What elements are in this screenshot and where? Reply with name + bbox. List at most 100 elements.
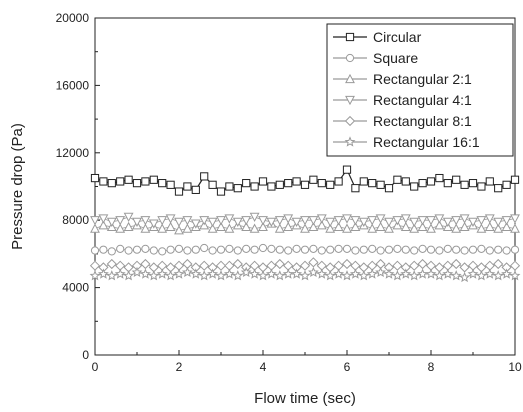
data-point — [124, 246, 133, 255]
data-point — [317, 179, 326, 188]
data-point — [316, 268, 328, 279]
data-point — [97, 268, 109, 279]
data-point — [368, 244, 377, 253]
data-point — [240, 266, 252, 278]
data-point — [284, 246, 293, 255]
data-point — [468, 217, 478, 228]
data-point — [400, 221, 411, 232]
data-point — [148, 219, 159, 229]
data-point — [225, 244, 234, 253]
data-point — [468, 179, 478, 188]
data-point — [326, 245, 335, 254]
data-point — [435, 246, 444, 255]
data-point — [409, 260, 420, 271]
data-point — [452, 245, 461, 254]
data-point — [342, 244, 352, 253]
data-point — [401, 177, 410, 186]
data-point — [393, 175, 402, 184]
legend-label: Rectangular 2:1 — [373, 71, 472, 87]
data-point — [174, 217, 184, 228]
data-point — [242, 244, 251, 253]
data-point — [267, 244, 276, 253]
data-point — [241, 216, 252, 226]
data-point — [98, 214, 109, 224]
data-point — [493, 217, 504, 228]
data-point — [409, 217, 420, 228]
data-point — [307, 266, 319, 278]
data-point — [124, 175, 133, 184]
data-point — [107, 247, 116, 256]
data-point — [274, 216, 285, 226]
data-point — [107, 179, 116, 188]
data-point — [509, 260, 521, 271]
data-point — [200, 243, 209, 253]
legend-box — [326, 23, 514, 157]
x-tick-label: 4 — [260, 360, 267, 374]
data-point — [426, 177, 436, 186]
data-point — [467, 268, 479, 279]
data-point — [351, 246, 360, 255]
data-point — [476, 223, 487, 233]
data-point — [484, 214, 495, 224]
y-tick-label: 4000 — [62, 281, 89, 295]
data-point — [451, 216, 462, 226]
data-point — [116, 244, 125, 253]
data-point — [140, 258, 151, 270]
data-point — [375, 266, 387, 278]
data-point — [90, 246, 100, 255]
series-layer — [89, 165, 521, 283]
data-point — [199, 216, 210, 226]
data-point — [476, 216, 487, 226]
data-point — [174, 225, 184, 235]
data-point — [292, 177, 301, 186]
data-point — [241, 221, 252, 232]
legend-marker — [344, 136, 356, 147]
data-point — [191, 245, 200, 254]
data-point — [90, 216, 100, 226]
data-point — [99, 245, 108, 254]
data-point — [493, 258, 504, 270]
data-point — [266, 217, 277, 228]
x-tick-label: 10 — [508, 360, 522, 374]
data-point — [502, 180, 511, 189]
data-point — [375, 214, 386, 224]
data-point — [225, 182, 234, 191]
legend-label: Rectangular 8:1 — [373, 113, 472, 129]
data-point — [116, 177, 125, 186]
data-point — [208, 246, 217, 255]
data-point — [132, 245, 142, 254]
series-circular — [90, 165, 520, 196]
data-point — [510, 223, 520, 233]
data-point — [182, 216, 193, 226]
data-point — [166, 180, 175, 189]
data-point — [200, 172, 209, 181]
data-point — [460, 246, 469, 255]
data-point — [183, 182, 192, 191]
data-point — [442, 268, 454, 279]
data-point — [308, 221, 319, 232]
data-point — [208, 180, 217, 189]
data-point — [300, 223, 310, 233]
data-point — [275, 245, 284, 254]
data-point — [510, 245, 520, 254]
data-point — [183, 246, 192, 255]
data-point — [309, 175, 318, 184]
data-point — [358, 217, 369, 228]
data-point — [232, 270, 244, 281]
data-point — [106, 270, 118, 281]
data-point — [492, 270, 504, 281]
data-point — [123, 270, 135, 281]
data-point — [460, 180, 469, 189]
data-point — [300, 216, 310, 226]
data-point — [350, 216, 361, 226]
x-tick-label: 6 — [344, 360, 351, 374]
data-point — [494, 184, 503, 193]
data-point — [275, 180, 284, 189]
data-point — [157, 223, 168, 233]
y-tick-label: 20000 — [56, 11, 90, 25]
data-point — [334, 244, 343, 253]
data-point — [233, 246, 242, 255]
data-point — [510, 175, 520, 184]
data-point — [291, 268, 303, 279]
legend-label: Rectangular 16:1 — [373, 134, 480, 150]
